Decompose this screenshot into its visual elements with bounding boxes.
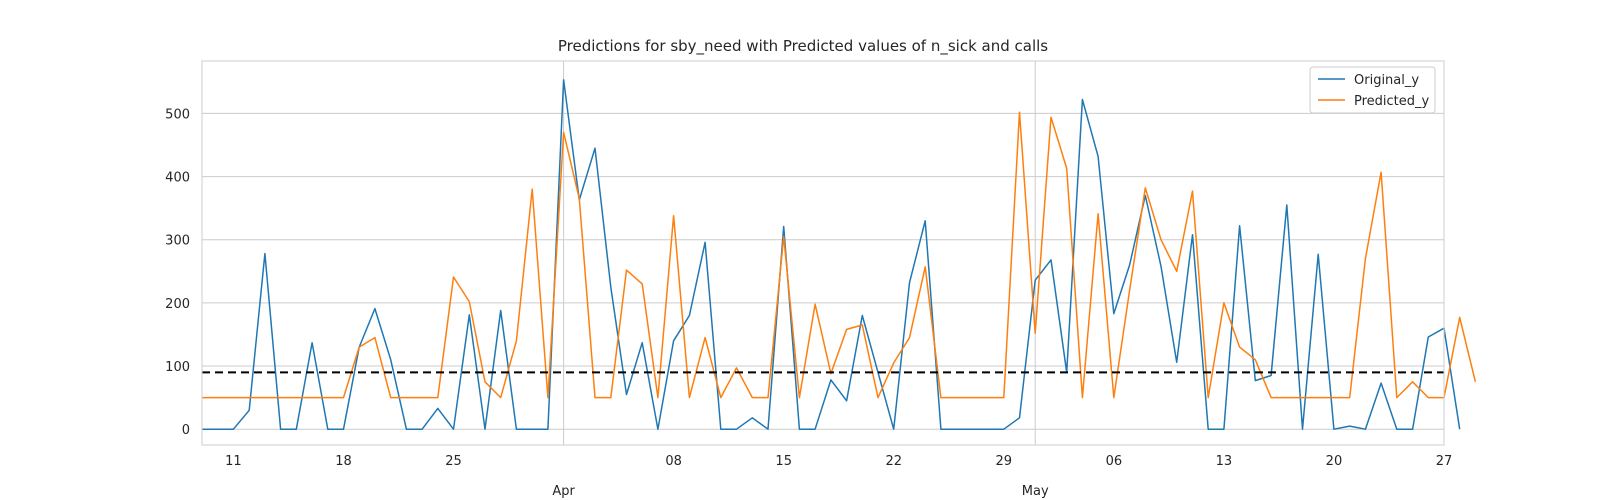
x-tick-label-minor: 15 (775, 454, 792, 469)
series-layer (202, 79, 1477, 430)
legend: Original_y Predicted_y (1309, 66, 1436, 114)
plot-frame (201, 60, 1445, 446)
y-tick-label: 500 (165, 107, 190, 122)
x-tick-label-minor: 22 (885, 454, 902, 469)
x-tick-label-minor: 06 (1106, 454, 1123, 469)
tick-layer: 0 100 200 300 400 500 Apr May 11 18 25 08 15 22 29 06 13… (165, 107, 1452, 499)
x-tick-label-minor: 20 (1326, 454, 1343, 469)
series-line-original-y (202, 79, 1461, 430)
y-tick-label: 400 (165, 171, 190, 186)
x-tick-label-minor: 27 (1436, 454, 1453, 469)
series-line-predicted-y (202, 111, 1477, 399)
x-tick-label-minor: 11 (225, 454, 242, 469)
y-tick-label: 100 (165, 360, 190, 375)
y-tick-label: 200 (165, 297, 190, 312)
x-tick-label-minor: 18 (335, 454, 352, 469)
y-tick-label: 0 (182, 423, 190, 438)
y-tick-label: 300 (165, 234, 190, 249)
chart-title: Predictions for sby_need with Predicted … (558, 37, 1048, 56)
grid-layer (202, 61, 1444, 445)
legend-label-original: Original_y (1354, 73, 1419, 88)
x-tick-label-minor: 13 (1216, 454, 1233, 469)
x-tick-label-minor: 29 (996, 454, 1013, 469)
x-tick-label-major: May (1022, 484, 1049, 499)
x-tick-label-minor: 08 (665, 454, 682, 469)
x-tick-label-minor: 25 (445, 454, 462, 469)
legend-label-predicted: Predicted_y (1354, 94, 1430, 109)
x-tick-label-major: Apr (552, 484, 575, 499)
